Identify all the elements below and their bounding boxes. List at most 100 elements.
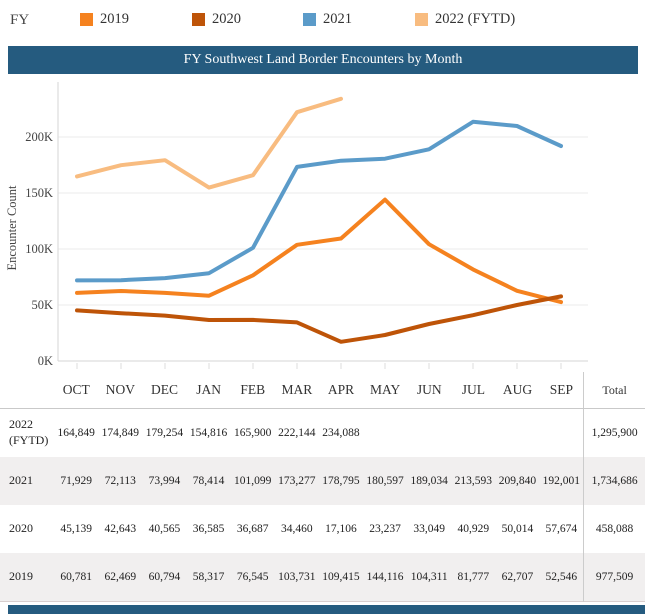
- month-value-cell: 34,460: [281, 523, 313, 535]
- month-header-dec: DEC: [142, 372, 187, 409]
- row-label: 2022 (FYTD): [9, 417, 49, 447]
- month-value-cell: 109,415: [322, 571, 360, 583]
- month-value-cell: [495, 409, 539, 458]
- month-value-cell: 192,001: [542, 475, 581, 487]
- y-tick-label: 50K: [31, 298, 53, 312]
- bottom-title-bar: [8, 605, 645, 614]
- month-value-cell: 189,034: [410, 475, 448, 487]
- month-value-cell: 76,545: [236, 571, 269, 583]
- legend-swatch-icon: [303, 13, 316, 26]
- row-label: 2020: [9, 521, 33, 536]
- legend-swatch-icon: [80, 13, 93, 26]
- month-value-cell: 173,277: [278, 475, 316, 487]
- legend-item-2021[interactable]: 2021: [303, 11, 352, 28]
- month-header-oct: OCT: [54, 372, 99, 409]
- line-chart-svg: 0K 50K 100K 150K 200K Encounter Count: [5, 82, 588, 369]
- total-value-cell: 1,295,900: [583, 408, 645, 457]
- y-tick-label: 150K: [25, 186, 53, 200]
- month-value-cell: [451, 409, 495, 458]
- month-value-cell: 209,840: [498, 475, 537, 487]
- month-value-cell: 165,900: [234, 427, 272, 439]
- row-label-header: [0, 372, 55, 409]
- table-row-2021: 2021 71,929 72,113 73,994 78,414 101,099 173,2…: [0, 457, 645, 505]
- month-value-cell: 71,929: [60, 475, 93, 487]
- total-value-cell: 977,509: [583, 553, 645, 602]
- series-line-2020[interactable]: [75, 294, 563, 344]
- month-value-cell: 42,643: [104, 523, 137, 535]
- month-header-jun: JUN: [407, 372, 452, 409]
- month-value-cell: [540, 409, 584, 458]
- month-value-cell: 154,816: [189, 427, 228, 439]
- table-row-2019: 2019 60,781 62,469 60,794 58,317 76,545 103,73…: [0, 553, 645, 602]
- row-label: 2019: [9, 569, 33, 584]
- month-value-cell: 174,849: [101, 427, 140, 439]
- total-value-cell: 1,734,686: [583, 457, 645, 505]
- legend-item-2022-fytd-[interactable]: 2022 (FYTD): [415, 11, 515, 28]
- month-value-cell: 101,099: [234, 475, 272, 487]
- month-value-cell: 78,414: [192, 475, 225, 487]
- month-value-cell: 222,144: [278, 427, 316, 439]
- month-value-cell: 33,049: [413, 523, 446, 535]
- month-value-cell: 57,674: [545, 523, 578, 535]
- legend-item-label: 2021: [323, 11, 352, 27]
- month-value-cell: [407, 409, 451, 458]
- legend-item-label: 2022 (FYTD): [435, 11, 516, 27]
- y-tick-label: 0K: [38, 354, 53, 368]
- legend-item-label: 2019: [100, 11, 129, 27]
- month-value-cell: 62,707: [501, 571, 534, 583]
- month-value-cell: 179,254: [145, 427, 184, 439]
- encounters-line-chart: 0K 50K 100K 150K 200K Encounter Count: [0, 74, 645, 372]
- month-header-jul: JUL: [451, 372, 496, 409]
- month-value-cell: 180,597: [366, 475, 404, 487]
- month-value-cell: 213,593: [454, 475, 493, 487]
- month-value-cell: 17,106: [325, 523, 357, 535]
- month-header-aug: AUG: [495, 372, 540, 409]
- series-line-2019[interactable]: [75, 197, 563, 305]
- month-value-cell: 40,565: [148, 523, 181, 535]
- legend-item-2020[interactable]: 2020: [192, 11, 241, 28]
- month-value-cell: 36,585: [192, 523, 225, 535]
- series-line-2021[interactable]: [75, 119, 563, 283]
- month-value-cell: 144,116: [366, 571, 404, 583]
- y-tick-label: 100K: [25, 242, 53, 256]
- legend-swatch-icon: [192, 13, 205, 26]
- table-row-2020: 2020 45,139 42,643 40,565 36,585 36,687 34,460…: [0, 505, 645, 553]
- legend-item-2019[interactable]: 2019: [80, 11, 129, 28]
- legend-swatch-icon: [415, 13, 428, 26]
- month-value-cell: 60,794: [148, 571, 181, 583]
- total-value-cell: 458,088: [583, 505, 645, 553]
- month-value-cell: 50,014: [501, 523, 534, 535]
- month-value-cell: 178,795: [322, 475, 360, 487]
- month-value-cell: 104,311: [410, 571, 448, 583]
- month-header-apr: APR: [318, 372, 364, 409]
- series-line-2022-fytd-[interactable]: [75, 96, 343, 190]
- month-value-cell: 103,731: [278, 571, 316, 583]
- month-header-may: MAY: [363, 372, 408, 409]
- table-row-2022-fytd-: 2022 (FYTD) 164,849 174,849 179,254 154,816 1…: [0, 408, 645, 458]
- month-header-sep: SEP: [539, 372, 584, 409]
- month-value-cell: 45,139: [60, 523, 93, 535]
- total-header: Total: [583, 372, 645, 409]
- table-header-row: OCT NOV DEC JAN FEB MAR APR MAY JUN JUL AUG SEP Tota…: [0, 372, 645, 409]
- row-label: 2021: [9, 473, 33, 488]
- month-header-mar: MAR: [274, 372, 319, 409]
- month-value-cell: 23,237: [369, 523, 401, 535]
- month-value-cell: 234,088: [322, 427, 360, 439]
- month-value-cell: 72,113: [104, 475, 136, 487]
- month-header-nov: NOV: [98, 372, 143, 409]
- chart-legend: FY 2019 2020 2021 2022 (FYTD): [0, 0, 645, 46]
- month-value-cell: 52,546: [545, 571, 578, 583]
- y-axis-label: Encounter Count: [5, 185, 19, 271]
- legend-title: FY: [10, 12, 30, 28]
- chart-title-bar: FY Southwest Land Border Encounters by M…: [8, 46, 638, 74]
- month-header-feb: FEB: [230, 372, 275, 409]
- month-value-cell: 62,469: [104, 571, 137, 583]
- month-value-cell: 40,929: [457, 523, 490, 535]
- chart-title: FY Southwest Land Border Encounters by M…: [183, 52, 463, 67]
- month-value-cell: 58,317: [192, 571, 225, 583]
- month-value-cell: 73,994: [148, 475, 181, 487]
- encounters-table: OCT NOV DEC JAN FEB MAR APR MAY JUN JUL AUG SEP Tota…: [0, 372, 645, 602]
- y-tick-label: 200K: [25, 130, 53, 144]
- month-value-cell: 81,777: [457, 571, 490, 583]
- month-value-cell: 36,687: [236, 523, 269, 535]
